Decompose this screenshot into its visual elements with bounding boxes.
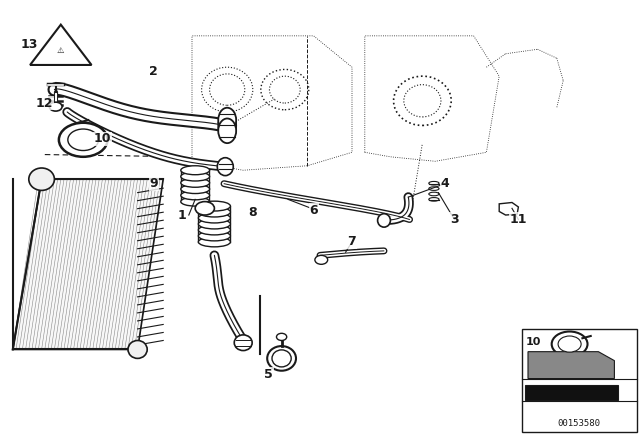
Ellipse shape [198, 201, 230, 211]
Ellipse shape [268, 346, 296, 371]
Polygon shape [525, 385, 618, 400]
Ellipse shape [218, 119, 236, 143]
Polygon shape [499, 202, 518, 215]
Ellipse shape [198, 213, 230, 223]
Text: 10: 10 [525, 337, 541, 347]
Circle shape [68, 129, 99, 151]
Text: 4: 4 [440, 177, 449, 190]
Circle shape [558, 336, 581, 352]
Circle shape [195, 202, 214, 215]
Ellipse shape [272, 350, 291, 367]
Ellipse shape [180, 166, 210, 175]
Text: 12: 12 [36, 96, 54, 110]
Ellipse shape [429, 198, 439, 201]
Text: 8: 8 [248, 206, 257, 220]
Ellipse shape [29, 168, 54, 190]
Text: 13: 13 [20, 38, 38, 52]
Ellipse shape [198, 207, 230, 217]
Circle shape [315, 255, 328, 264]
Ellipse shape [429, 187, 439, 190]
Text: 00153580: 00153580 [557, 419, 601, 428]
Ellipse shape [180, 185, 210, 194]
Text: 10: 10 [93, 132, 111, 146]
Ellipse shape [180, 191, 210, 200]
Text: 3: 3 [450, 213, 459, 226]
Ellipse shape [128, 340, 147, 358]
Ellipse shape [378, 214, 390, 227]
Ellipse shape [180, 178, 210, 187]
Ellipse shape [198, 219, 230, 229]
Text: ⚠: ⚠ [57, 46, 65, 55]
Ellipse shape [218, 108, 236, 133]
Ellipse shape [429, 181, 439, 185]
Text: 7: 7 [348, 235, 356, 249]
Text: 9: 9 [149, 177, 158, 190]
Text: 2: 2 [149, 65, 158, 78]
Ellipse shape [217, 158, 233, 176]
Text: 11: 11 [509, 213, 527, 226]
Ellipse shape [429, 192, 439, 196]
Text: 1: 1 [178, 208, 187, 222]
Ellipse shape [198, 225, 230, 235]
Ellipse shape [180, 197, 210, 206]
Bar [522, 329, 637, 432]
Circle shape [552, 332, 588, 357]
Ellipse shape [180, 172, 210, 181]
Ellipse shape [218, 113, 236, 138]
Ellipse shape [198, 237, 230, 247]
Ellipse shape [234, 335, 252, 350]
Polygon shape [30, 25, 92, 65]
Text: 5: 5 [264, 367, 273, 381]
Ellipse shape [198, 231, 230, 241]
Circle shape [276, 333, 287, 340]
Polygon shape [13, 179, 163, 349]
Polygon shape [528, 352, 614, 379]
Circle shape [49, 102, 62, 111]
Text: 6: 6 [309, 204, 318, 217]
Circle shape [59, 123, 108, 157]
